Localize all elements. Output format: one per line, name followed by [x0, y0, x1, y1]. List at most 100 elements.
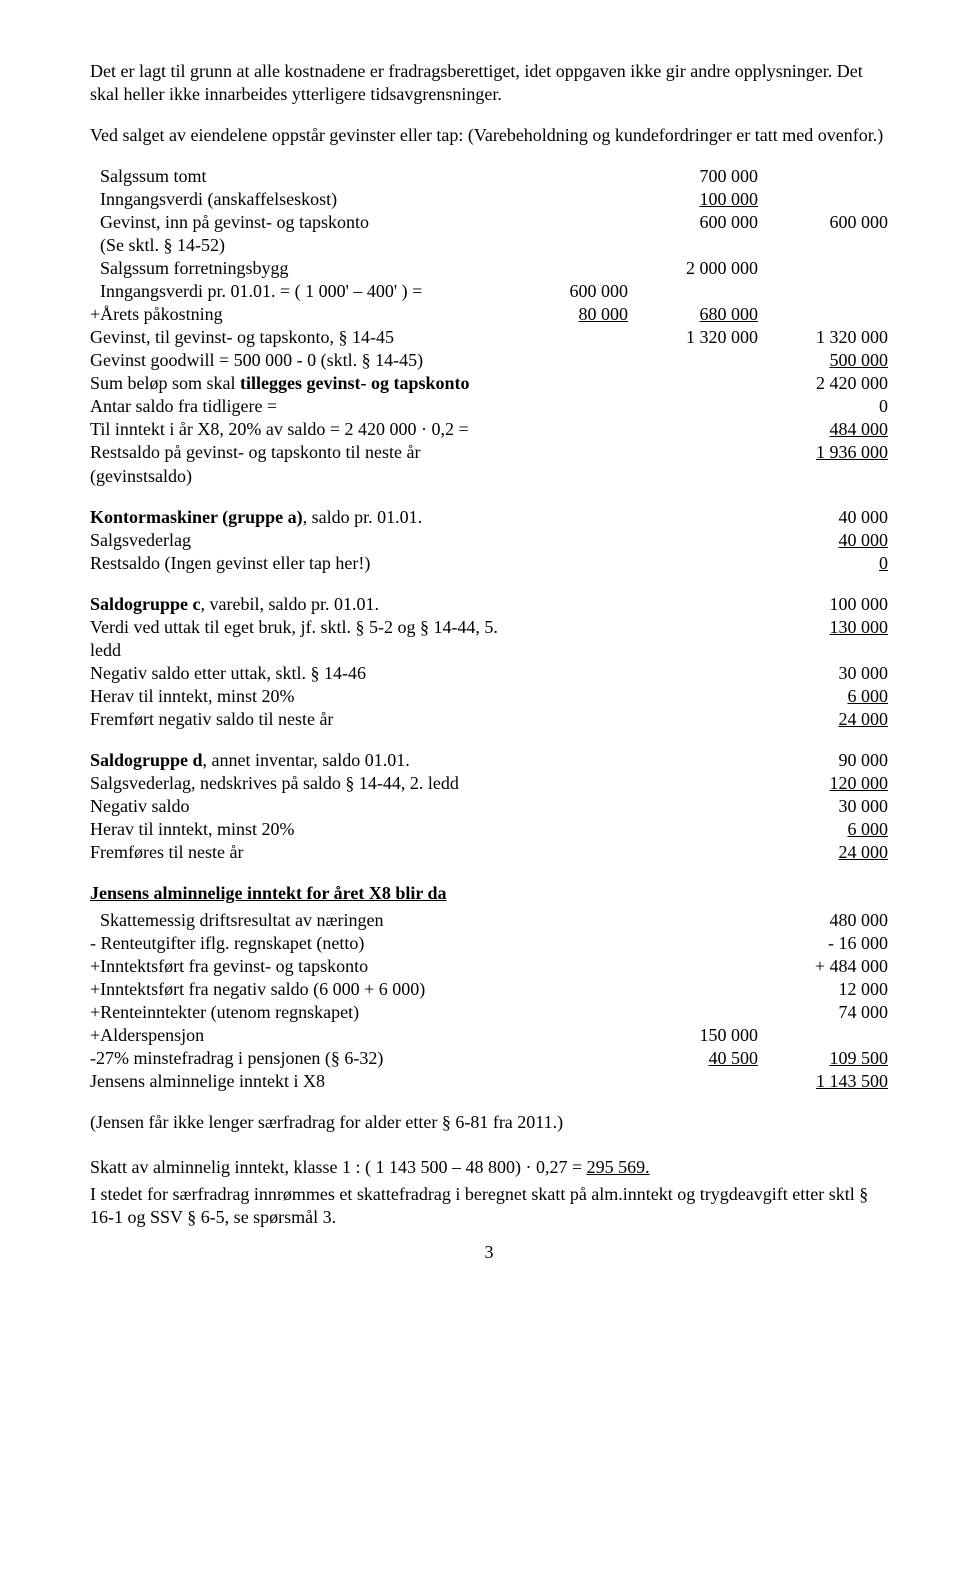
c3: 40 000: [758, 506, 888, 529]
row-driftsresultat: Skattemessig driftsresultat av næringen …: [90, 909, 888, 932]
page-number: 3: [90, 1241, 888, 1264]
row-sktl-1452: (Se sktl. § 14-52): [90, 234, 888, 257]
c3: 24 000: [758, 708, 888, 731]
label: +Alderspensjon: [90, 1024, 498, 1047]
c3: 30 000: [758, 662, 888, 685]
row-saldogruppe-c: Saldogruppe c, varebil, saldo pr. 01.01.…: [90, 593, 888, 616]
c3: 12 000: [758, 978, 888, 1001]
label: +Inntektsført fra negativ saldo (6 000 +…: [90, 978, 498, 1001]
skatt-result: 295 569.: [587, 1157, 650, 1177]
c3: 90 000: [758, 749, 888, 772]
c1: 600 000: [498, 280, 628, 303]
row-kontormaskiner: Kontormaskiner (gruppe a), saldo pr. 01.…: [90, 506, 888, 529]
c3: 24 000: [758, 841, 888, 864]
row-saldogruppe-d: Saldogruppe d, annet inventar, saldo 01.…: [90, 749, 888, 772]
label-bold: tillegges gevinst- og tapskonto: [240, 373, 470, 393]
row-verdi-uttak: Verdi ved uttak til eget bruk, jf. sktl.…: [90, 616, 888, 662]
row-salgssum-bygg: Salgssum forretningsbygg 2 000 000: [90, 257, 888, 280]
c3: 74 000: [758, 1001, 888, 1024]
row-negativ-saldo-d: Negativ saldo 30 000: [90, 795, 888, 818]
row-restsaldo-gevinst: Restsaldo på gevinst- og tapskonto til n…: [90, 441, 888, 487]
c3: - 16 000: [758, 932, 888, 955]
row-herav-20-d: Herav til inntekt, minst 20% 6 000: [90, 818, 888, 841]
label: Gevinst, inn på gevinst- og tapskonto: [90, 211, 498, 234]
row-alminnelig-inntekt-x8: Jensens alminnelige inntekt i X8 1 143 5…: [90, 1070, 888, 1093]
row-salgssum-tomt: Salgssum tomt 700 000: [90, 165, 888, 188]
skatt-text: Skatt av alminnelig inntekt, klasse 1 : …: [90, 1157, 587, 1177]
c1: 80 000: [498, 303, 628, 326]
row-alderspensjon: +Alderspensjon 150 000: [90, 1024, 888, 1047]
c2: 100 000: [628, 188, 758, 211]
c3: 0: [758, 552, 888, 575]
c3: 109 500: [758, 1047, 888, 1070]
row-til-inntekt-x8: Til inntekt i år X8, 20% av saldo = 2 42…: [90, 418, 888, 441]
label: Gevinst, til gevinst- og tapskonto, § 14…: [90, 326, 498, 349]
row-gevinst-goodwill: Gevinst goodwill = 500 000 - 0 (sktl. § …: [90, 349, 888, 372]
c3: 1 936 000: [763, 441, 888, 464]
label-pre: Sum beløp som skal: [90, 373, 240, 393]
label-post: , annet inventar, saldo 01.01.: [203, 750, 410, 770]
row-restsaldo-a: Restsaldo (Ingen gevinst eller tap her!)…: [90, 552, 888, 575]
c3: 30 000: [758, 795, 888, 818]
label: Verdi ved uttak til eget bruk, jf. sktl.…: [90, 616, 515, 662]
c3: 480 000: [758, 909, 888, 932]
label: -27% minstefradrag i pensjonen (§ 6-32): [90, 1047, 498, 1070]
row-negativ-saldo-c: Negativ saldo etter uttak, sktl. § 14-46…: [90, 662, 888, 685]
c3: 0: [758, 395, 888, 418]
row-gevinst-bygg: Gevinst, til gevinst- og tapskonto, § 14…: [90, 326, 888, 349]
label-post: , varebil, saldo pr. 01.01.: [201, 594, 379, 614]
label: Salgssum forretningsbygg: [90, 257, 498, 280]
label: Salgsvederlag, nedskrives på saldo § 14-…: [90, 772, 498, 795]
row-renteutgifter: - Renteutgifter iflg. regnskapet (netto)…: [90, 932, 888, 955]
row-renteinntekter: +Renteinntekter (utenom regnskapet) 74 0…: [90, 1001, 888, 1024]
label: Fremført negativ saldo til neste år: [90, 708, 498, 731]
row-salgsvederlag-a: Salgsvederlag 40 000: [90, 529, 888, 552]
c2: 600 000: [628, 211, 758, 234]
label: Salgsvederlag: [90, 529, 498, 552]
label-bold: Kontormaskiner (gruppe a): [90, 507, 303, 527]
label-post: , saldo pr. 01.01.: [303, 507, 423, 527]
label: Saldogruppe c, varebil, saldo pr. 01.01.: [90, 593, 498, 616]
label: Restsaldo (Ingen gevinst eller tap her!): [90, 552, 498, 575]
c3: 40 000: [758, 529, 888, 552]
label: Herav til inntekt, minst 20%: [90, 685, 498, 708]
label: Inngangsverdi (anskaffelseskost): [90, 188, 498, 211]
c2: 700 000: [628, 165, 758, 188]
c3: + 484 000: [758, 955, 888, 978]
c2: 680 000: [628, 303, 758, 326]
row-fremfort-c: Fremført negativ saldo til neste år 24 0…: [90, 708, 888, 731]
c3: 1 143 500: [758, 1070, 888, 1093]
c2: 1 320 000: [628, 326, 758, 349]
skattefradrag-line: I stedet for særfradrag innrømmes et ska…: [90, 1183, 888, 1229]
label: +Renteinntekter (utenom regnskapet): [90, 1001, 498, 1024]
skatt-alminnelig-line: Skatt av alminnelig inntekt, klasse 1 : …: [90, 1156, 888, 1179]
label: Kontormaskiner (gruppe a), saldo pr. 01.…: [90, 506, 498, 529]
row-inntektsfort-negativ: +Inntektsført fra negativ saldo (6 000 +…: [90, 978, 888, 1001]
row-aarets-paakostning: +Årets påkostning 80 000 680 000: [90, 303, 888, 326]
note-saerfradrag: (Jensen får ikke lenger særfradrag for a…: [90, 1111, 888, 1134]
label: Skattemessig driftsresultat av næringen: [90, 909, 498, 932]
row-sum-tillegges: Sum beløp som skal tillegges gevinst- og…: [90, 372, 888, 395]
c3: 120 000: [758, 772, 888, 795]
label: +Årets påkostning: [90, 303, 498, 326]
label: Antar saldo fra tidligere =: [90, 395, 498, 418]
c2: 2 000 000: [628, 257, 758, 280]
label: Sum beløp som skal tillegges gevinst- og…: [90, 372, 498, 395]
c3: 600 000: [758, 211, 888, 234]
label: Jensens alminnelige inntekt i X8: [90, 1070, 498, 1093]
row-fremfores-d: Fremføres til neste år 24 000: [90, 841, 888, 864]
row-herav-20-c: Herav til inntekt, minst 20% 6 000: [90, 685, 888, 708]
label: Negativ saldo etter uttak, sktl. § 14-46: [90, 662, 498, 685]
label: Inngangsverdi pr. 01.01. = ( 1 000' – 40…: [90, 280, 498, 303]
row-gevinst-tomt: Gevinst, inn på gevinst- og tapskonto 60…: [90, 211, 888, 234]
c3: 100 000: [758, 593, 888, 616]
row-inntektsfort-gevinst: +Inntektsført fra gevinst- og tapskonto …: [90, 955, 888, 978]
intro-para-2: Ved salget av eiendelene oppstår gevinst…: [90, 124, 888, 147]
label-bold: Saldogruppe d: [90, 750, 203, 770]
c3: 6 000: [758, 685, 888, 708]
c3: 2 420 000: [758, 372, 888, 395]
c3: 500 000: [758, 349, 888, 372]
label: - Renteutgifter iflg. regnskapet (netto): [90, 932, 498, 955]
label: Negativ saldo: [90, 795, 498, 818]
label: (Se sktl. § 14-52): [90, 234, 498, 257]
